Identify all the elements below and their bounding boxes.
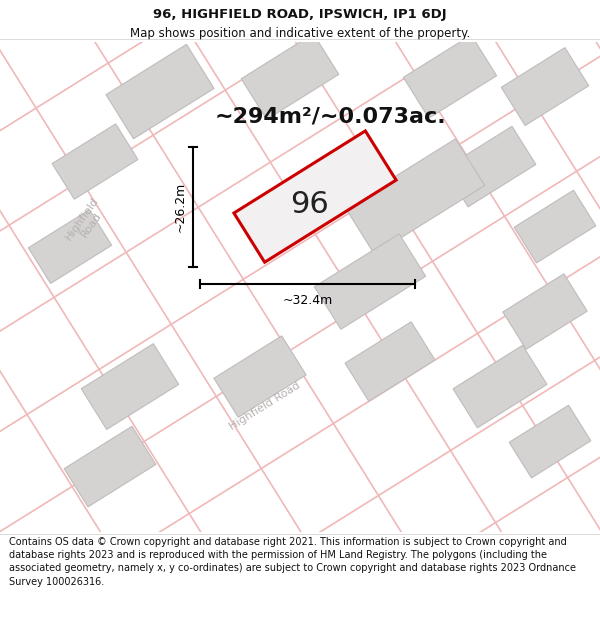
- Text: Map shows position and indicative extent of the property.: Map shows position and indicative extent…: [130, 27, 470, 40]
- Polygon shape: [444, 126, 536, 207]
- Text: Highfield Road: Highfield Road: [228, 381, 302, 432]
- Polygon shape: [52, 124, 138, 199]
- Polygon shape: [346, 139, 485, 254]
- Polygon shape: [314, 234, 425, 329]
- Polygon shape: [241, 34, 339, 119]
- Text: ~294m²/~0.073ac.: ~294m²/~0.073ac.: [214, 106, 446, 126]
- Polygon shape: [345, 322, 435, 401]
- Polygon shape: [64, 426, 156, 507]
- Polygon shape: [403, 35, 497, 118]
- Text: 96, HIGHFIELD ROAD, IPSWICH, IP1 6DJ: 96, HIGHFIELD ROAD, IPSWICH, IP1 6DJ: [153, 8, 447, 21]
- Text: ~26.2m: ~26.2m: [174, 181, 187, 232]
- Polygon shape: [509, 405, 591, 478]
- Text: Contains OS data © Crown copyright and database right 2021. This information is : Contains OS data © Crown copyright and d…: [9, 537, 576, 587]
- Text: ~32.4m: ~32.4m: [283, 294, 332, 306]
- Polygon shape: [514, 190, 596, 263]
- Polygon shape: [453, 346, 547, 428]
- Text: 96: 96: [290, 190, 329, 219]
- Polygon shape: [106, 44, 214, 139]
- Polygon shape: [28, 209, 112, 284]
- Polygon shape: [503, 274, 587, 349]
- Text: Highfield
Road: Highfield Road: [64, 195, 110, 248]
- Polygon shape: [214, 336, 306, 418]
- Polygon shape: [234, 131, 396, 262]
- Polygon shape: [81, 344, 179, 429]
- Polygon shape: [501, 48, 589, 126]
